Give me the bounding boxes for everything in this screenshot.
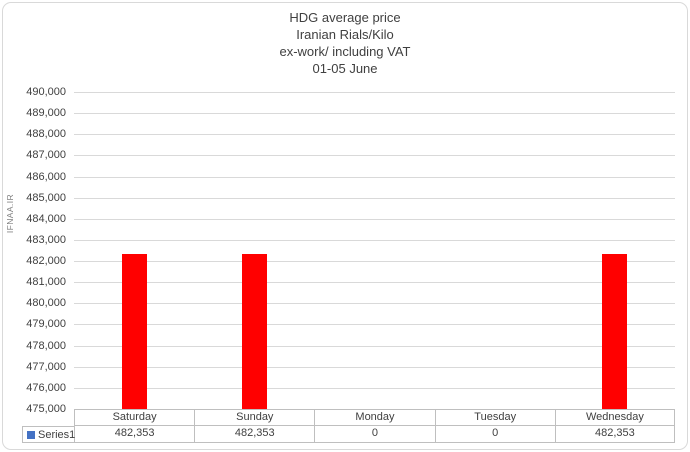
gridline (74, 239, 675, 241)
y-axis-tick-label: 481,000 (26, 276, 66, 289)
gridline (74, 303, 675, 305)
gridline (74, 218, 675, 220)
y-axis-tick-label: 488,000 (26, 128, 66, 141)
bar (602, 253, 628, 409)
y-axis-tick-label: 477,000 (26, 360, 66, 373)
y-axis-tick-label: 475,000 (26, 403, 66, 415)
y-axis-tick-label: 482,000 (26, 255, 66, 268)
table-value-cell: 482,353 (554, 426, 675, 443)
gridline (74, 345, 675, 347)
table-header-cell: Tuesday (434, 409, 555, 426)
table-header-cell: Saturday (74, 409, 195, 426)
y-axis-tick-label: 489,000 (26, 107, 66, 120)
y-axis-tick-label: 484,000 (26, 212, 66, 225)
bar (121, 253, 147, 409)
series-legend-key-icon (27, 430, 35, 439)
table-header-cell: Monday (314, 409, 435, 426)
y-axis-tick-label: 490,000 (26, 86, 66, 98)
gridline (74, 366, 675, 368)
y-axis-tick-label: 486,000 (26, 170, 66, 183)
legend-cell: Series1 (22, 426, 75, 443)
bar (241, 253, 267, 409)
y-axis-tick-label: 485,000 (26, 191, 66, 204)
y-axis-tick-label: 479,000 (26, 318, 66, 331)
y-axis-tick-label: 483,000 (26, 233, 66, 246)
y-axis-tick-label: 487,000 (26, 149, 66, 162)
chart-title-line-4: 01-05 June (312, 61, 378, 76)
chart-title-line-2: Iranian Rials/Kilo (296, 27, 394, 42)
gridline (74, 176, 675, 178)
y-axis-tick-label: 478,000 (26, 339, 66, 352)
table-header-cell: Wednesday (554, 409, 675, 426)
chart-title-line-3: ex-work/ including VAT (279, 44, 411, 59)
gridline (74, 387, 675, 389)
gridline (74, 155, 675, 157)
table-value-cell: 0 (434, 426, 555, 443)
table-value-cell: 482,353 (74, 426, 195, 443)
chart-title-line-1: HDG average price (289, 10, 401, 25)
y-axis-tick-label: 476,000 (26, 381, 66, 394)
gridline (74, 197, 675, 199)
table-value-cell: 0 (314, 426, 435, 443)
table-value-cell: 482,353 (194, 426, 315, 443)
gridline (74, 261, 675, 263)
gridline (74, 113, 675, 115)
y-axis-tick-label: 480,000 (26, 297, 66, 310)
gridline (74, 134, 675, 136)
gridline (74, 324, 675, 326)
table-header-cell: Sunday (194, 409, 315, 426)
gridline (74, 282, 675, 284)
chart-title: HDG average price Iranian Rials/Kilo ex-… (0, 9, 690, 77)
series-legend-label: Series1 (38, 428, 76, 441)
gridline (74, 92, 675, 93)
